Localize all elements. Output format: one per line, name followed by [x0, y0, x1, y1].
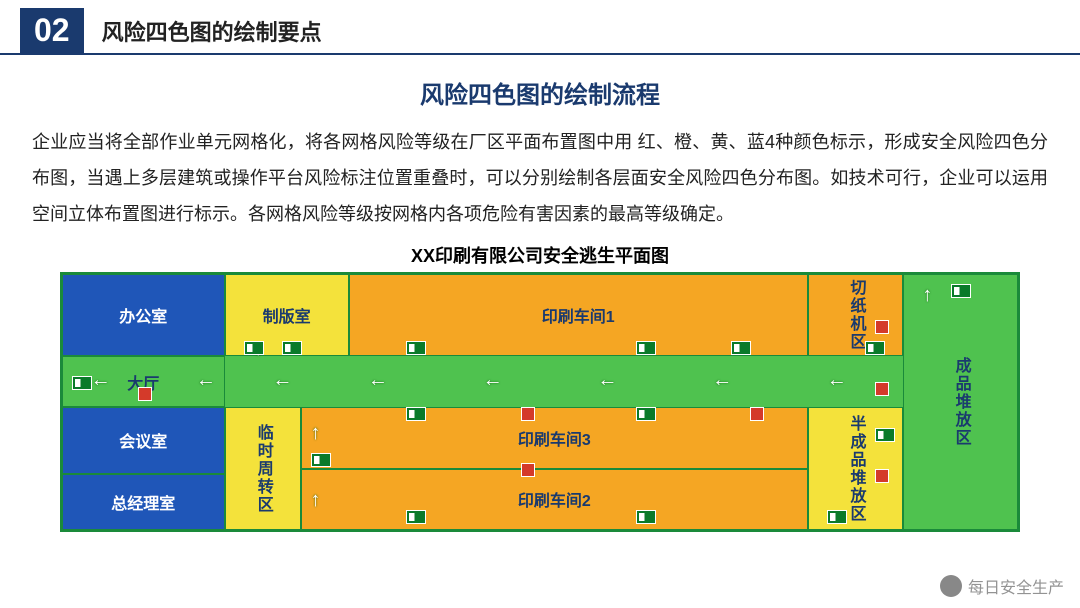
evacuation-arrow-icon: ←: [827, 369, 847, 392]
fire-extinguisher-icon: [521, 407, 535, 421]
exit-sign-icon: [406, 341, 426, 355]
evacuation-arrow-icon: ←: [597, 369, 617, 392]
diagram-title: XX印刷有限公司安全逃生平面图: [60, 242, 1020, 268]
exit-sign-icon: [875, 428, 895, 442]
watermark-text: 每日安全生产: [968, 574, 1064, 598]
zone-gm: 总经理室: [62, 474, 225, 530]
exit-sign-icon: [951, 284, 971, 298]
evacuation-arrow-icon: ←: [91, 369, 111, 392]
exit-sign-icon: [827, 510, 847, 524]
exit-sign-icon: [406, 510, 426, 524]
slide-header: 02 风险四色图的绘制要点: [0, 0, 1080, 55]
zone-finished: 成品堆放区: [903, 274, 1018, 530]
exit-sign-icon: [406, 407, 426, 421]
fire-extinguisher-icon: [138, 387, 152, 401]
body-paragraph: 企业应当将全部作业单元网格化，将各网格风险等级在厂区平面布置图中用 红、橙、黄、…: [0, 124, 1080, 242]
zone-temp: 临时周转区: [225, 407, 301, 530]
section-number: 02: [20, 8, 84, 53]
evacuation-arrow-icon: ↑: [922, 284, 932, 307]
evacuation-arrow-icon: ←: [196, 369, 216, 392]
exit-sign-icon: [636, 510, 656, 524]
evacuation-arrow-icon: ↑: [311, 489, 321, 512]
section-title: 风险四色图的绘制要点: [102, 15, 322, 53]
exit-sign-icon: [865, 341, 885, 355]
zone-print2: 印刷车间2: [301, 469, 808, 530]
zone-cut: 切纸机区: [808, 274, 904, 356]
zone-print3: 印刷车间3: [301, 407, 808, 468]
exit-sign-icon: [311, 453, 331, 467]
zone-office: 办公室: [62, 274, 225, 356]
exit-sign-icon: [731, 341, 751, 355]
fire-extinguisher-icon: [521, 463, 535, 477]
floorplan-diagram: XX印刷有限公司安全逃生平面图 办公室大厅会议室总经理室制版室临时周转区印刷车间…: [0, 242, 1080, 532]
evacuation-arrow-icon: ←: [368, 369, 388, 392]
wechat-icon: [940, 575, 962, 597]
evacuation-arrow-icon: ←: [483, 369, 503, 392]
evacuation-arrow-icon: ←: [712, 369, 732, 392]
fire-extinguisher-icon: [875, 320, 889, 334]
exit-sign-icon: [636, 341, 656, 355]
evacuation-arrow-icon: ←: [272, 369, 292, 392]
fire-extinguisher-icon: [875, 382, 889, 396]
zone-meeting: 会议室: [62, 407, 225, 474]
floorplan-canvas: 办公室大厅会议室总经理室制版室临时周转区印刷车间1印刷车间3印刷车间2切纸机区半…: [60, 272, 1020, 532]
exit-sign-icon: [282, 341, 302, 355]
fire-extinguisher-icon: [875, 469, 889, 483]
fire-extinguisher-icon: [750, 407, 764, 421]
zone-semi: 半成品堆放区: [808, 407, 904, 530]
exit-sign-icon: [72, 376, 92, 390]
evacuation-arrow-icon: ↑: [311, 422, 321, 445]
exit-sign-icon: [636, 407, 656, 421]
watermark: 每日安全生产: [940, 574, 1064, 598]
exit-sign-icon: [244, 341, 264, 355]
sub-title: 风险四色图的绘制流程: [0, 75, 1080, 110]
